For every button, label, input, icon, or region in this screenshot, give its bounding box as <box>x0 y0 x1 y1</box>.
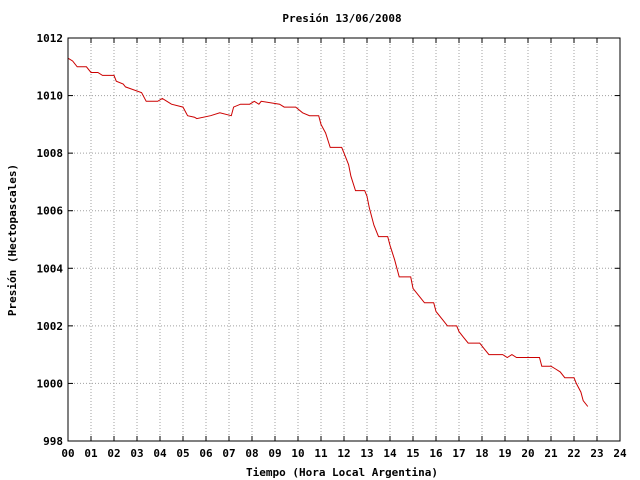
x-tick-label: 07 <box>222 447 235 460</box>
x-tick-label: 14 <box>383 447 397 460</box>
y-axis-label: Presión (Hectopascales) <box>6 164 19 316</box>
x-tick-label: 01 <box>84 447 98 460</box>
x-tick-label: 22 <box>567 447 580 460</box>
y-tick-label: 1012 <box>37 32 64 45</box>
x-tick-label: 24 <box>613 447 627 460</box>
x-tick-label: 12 <box>337 447 350 460</box>
chart-title: Presión 13/06/2008 <box>282 12 401 25</box>
x-tick-label: 03 <box>130 447 143 460</box>
y-tick-label: 1004 <box>37 262 64 275</box>
x-tick-label: 02 <box>107 447 120 460</box>
y-tick-label: 1006 <box>37 205 64 218</box>
x-tick-label: 08 <box>245 447 258 460</box>
y-tick-label: 1010 <box>37 90 64 103</box>
x-tick-label: 05 <box>176 447 189 460</box>
x-tick-label: 06 <box>199 447 213 460</box>
x-tick-label: 10 <box>291 447 304 460</box>
x-axis-label: Tiempo (Hora Local Argentina) <box>246 466 438 479</box>
x-tick-label: 15 <box>406 447 419 460</box>
y-tick-label: 1008 <box>37 147 64 160</box>
x-tick-label: 21 <box>544 447 558 460</box>
x-tick-label: 13 <box>360 447 373 460</box>
y-tick-label: 1000 <box>37 377 64 390</box>
x-tick-label: 00 <box>61 447 74 460</box>
tick-marks <box>67 37 621 442</box>
x-tick-label: 04 <box>153 447 167 460</box>
tick-labels: 00 01 02 03 04 05 06 07 08 09 10 11 12 13 14 15 16 17 18 19… <box>37 32 627 460</box>
y-tick-label: 1002 <box>37 320 64 333</box>
x-tick-label: 09 <box>268 447 281 460</box>
x-tick-label: 11 <box>314 447 328 460</box>
y-tick-label: 998 <box>43 435 63 448</box>
x-tick-label: 19 <box>498 447 511 460</box>
x-tick-label: 23 <box>590 447 603 460</box>
pressure-series-line <box>67 57 589 407</box>
x-tick-label: 16 <box>429 447 443 460</box>
grid-lines <box>68 38 620 441</box>
x-tick-label: 17 <box>452 447 465 460</box>
x-tick-label: 20 <box>521 447 534 460</box>
x-tick-label: 18 <box>475 447 488 460</box>
series-layer <box>67 57 589 407</box>
